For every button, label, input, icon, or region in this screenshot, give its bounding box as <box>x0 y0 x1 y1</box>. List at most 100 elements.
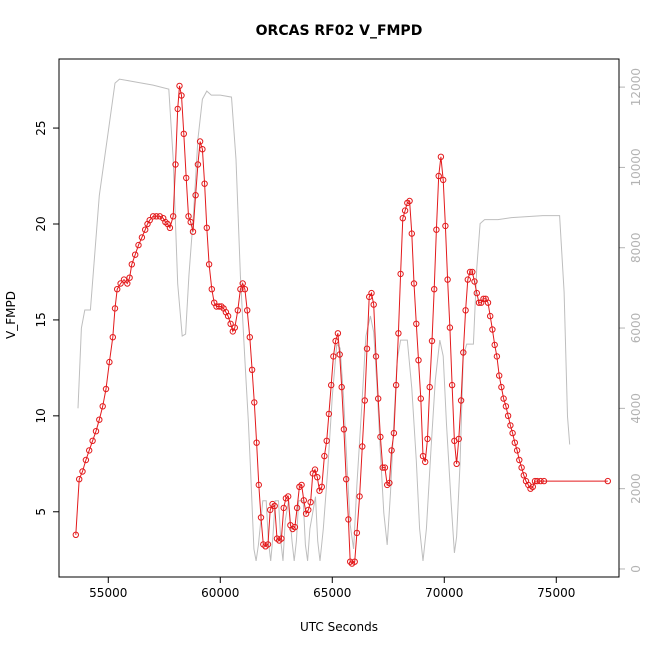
data-point <box>293 504 301 512</box>
data-point <box>484 299 492 306</box>
data-point <box>372 353 380 360</box>
data-point <box>106 358 113 366</box>
data-point <box>419 452 427 460</box>
data-point <box>321 452 328 460</box>
data-point <box>395 330 402 337</box>
data-point <box>76 476 83 483</box>
data-point <box>237 286 244 293</box>
data-point <box>351 558 358 565</box>
data-point <box>504 412 512 419</box>
data-point <box>278 535 285 542</box>
data-point <box>442 222 449 230</box>
data-point <box>332 337 339 345</box>
data-point <box>257 514 265 521</box>
data-point <box>305 506 312 514</box>
data-point <box>307 499 314 506</box>
data-point <box>540 477 548 485</box>
y2-tick-label: 4000 <box>629 393 643 424</box>
data-point <box>336 351 343 358</box>
data-point <box>448 381 456 389</box>
data-point <box>361 397 368 404</box>
data-point <box>397 270 404 278</box>
data-point <box>381 464 389 471</box>
data-point <box>392 381 400 389</box>
y2-tick-label: 8000 <box>629 232 643 263</box>
data-point <box>356 493 363 500</box>
y-tick-label: 15 <box>34 312 48 327</box>
data-point <box>498 383 505 391</box>
data-point <box>117 280 124 287</box>
y2-tick-label: 6000 <box>629 313 643 344</box>
data-point <box>462 307 469 314</box>
data-point <box>205 261 213 268</box>
data-point <box>377 433 384 441</box>
data-point <box>229 328 237 335</box>
data-point <box>466 268 474 276</box>
data-point <box>172 161 179 168</box>
data-point <box>446 324 454 331</box>
data-point <box>386 479 393 487</box>
data-point <box>79 468 86 475</box>
data-point <box>280 504 287 512</box>
data-point <box>379 464 386 471</box>
data-point <box>390 429 398 437</box>
data-point <box>408 230 415 237</box>
data-point <box>473 289 480 297</box>
data-point <box>132 251 139 258</box>
y2-tick-label: 12000 <box>629 68 643 106</box>
data-point <box>199 146 206 153</box>
data-point <box>72 531 80 538</box>
data-point <box>455 435 462 443</box>
data-point <box>410 280 418 287</box>
data-point <box>251 399 258 406</box>
secondary-series-line <box>77 78 571 561</box>
data-point <box>176 82 183 90</box>
data-point <box>343 476 350 483</box>
data-point <box>424 435 431 443</box>
data-point <box>516 456 523 464</box>
data-point <box>271 502 278 510</box>
x-tick-label: 75000 <box>537 586 575 600</box>
data-point <box>435 172 442 180</box>
y2-tick-label: 2000 <box>629 473 643 504</box>
data-point <box>345 516 352 523</box>
data-point <box>496 372 503 379</box>
data-point <box>142 226 149 233</box>
data-point <box>109 334 117 341</box>
data-point <box>89 437 96 444</box>
plot-frame <box>58 58 620 578</box>
y-axis-label: V_FMPD <box>4 291 18 339</box>
data-point <box>185 213 192 220</box>
data-point <box>460 349 467 356</box>
data-point <box>417 395 424 402</box>
primary-series <box>72 82 611 567</box>
data-point <box>135 241 142 249</box>
data-point <box>444 276 451 283</box>
data-point <box>363 345 371 352</box>
data-point <box>431 286 438 293</box>
data-point <box>196 138 204 145</box>
x-axis-label: UTC Seconds <box>300 620 378 634</box>
data-point <box>224 312 232 320</box>
axes: 55000 60000 65000 70000 75000 5 10 15 20 25 0 2000 4… <box>34 68 643 600</box>
data-point <box>92 428 100 435</box>
data-point <box>529 483 536 490</box>
data-point <box>491 341 498 349</box>
data-point <box>149 213 157 220</box>
data-point <box>138 234 146 241</box>
data-point <box>388 447 395 454</box>
data-point <box>146 217 153 224</box>
data-point <box>156 213 164 220</box>
data-point <box>493 353 501 360</box>
data-point <box>433 226 440 233</box>
data-point <box>480 295 487 302</box>
data-point <box>86 447 93 454</box>
data-point <box>255 481 262 489</box>
data-point <box>318 483 325 490</box>
data-point <box>120 276 128 283</box>
data-point <box>267 506 274 514</box>
data-point <box>368 289 375 297</box>
data-point <box>180 130 188 138</box>
data-point <box>359 443 366 450</box>
